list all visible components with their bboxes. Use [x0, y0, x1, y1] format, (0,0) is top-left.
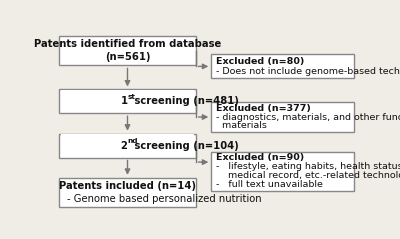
Bar [61, 135, 194, 157]
Text: Patents included (n=14): Patents included (n=14) [59, 181, 196, 191]
Bar [59, 36, 196, 65]
Text: Excluded (n=80): Excluded (n=80) [216, 57, 304, 66]
Text: -   full text unavailable: - full text unavailable [216, 180, 323, 189]
Text: - Genome based personalized nutrition: - Genome based personalized nutrition [67, 194, 262, 204]
Bar [211, 54, 354, 78]
Text: st: st [128, 94, 135, 100]
Text: Patents identified from database: Patents identified from database [34, 39, 221, 49]
Text: 2nd screening (n=104): 2nd screening (n=104) [63, 141, 192, 151]
Text: - Does not include genome-based technologies: - Does not include genome-based technolo… [216, 67, 400, 76]
Text: materials: materials [216, 121, 267, 130]
Bar [211, 102, 354, 132]
Text: - diagnostics, materials, and other functional: - diagnostics, materials, and other func… [216, 113, 400, 121]
Text: Excluded (n=90): Excluded (n=90) [216, 153, 304, 162]
Text: screening (n=104): screening (n=104) [131, 141, 238, 151]
Text: (n=561): (n=561) [105, 52, 150, 62]
Bar [59, 89, 196, 113]
Bar [61, 90, 194, 112]
Text: 2: 2 [121, 141, 128, 151]
Text: 1st screening (n=481): 1st screening (n=481) [65, 96, 190, 106]
Text: 1: 1 [120, 96, 128, 106]
Bar [59, 178, 196, 207]
Bar [59, 134, 196, 158]
Text: medical record, etc.-related technologies: medical record, etc.-related technologie… [216, 171, 400, 180]
Bar [211, 152, 354, 191]
Text: Excluded (n=377): Excluded (n=377) [216, 103, 311, 113]
Text: -   lifestyle, eating habits, health status,: - lifestyle, eating habits, health statu… [216, 162, 400, 171]
Text: nd: nd [128, 138, 138, 144]
Text: screening (n=481): screening (n=481) [131, 96, 238, 106]
